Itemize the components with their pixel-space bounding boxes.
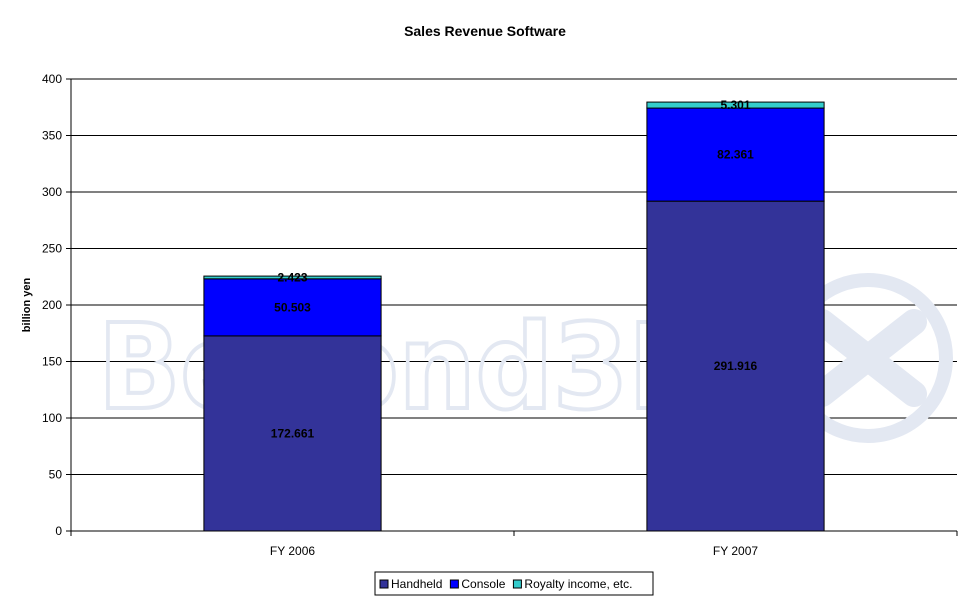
- bar-handheld: [646, 200, 825, 532]
- x-tick-label: FY 2007: [713, 544, 758, 558]
- y-axis-label: billion yen: [21, 278, 33, 333]
- chart-title: Sales Revenue Software: [404, 23, 566, 39]
- bars: [203, 101, 825, 532]
- y-tick-label: 300: [42, 185, 62, 199]
- legend-swatch-handheld: [379, 579, 389, 589]
- data-labels: 172.661 50.503 2.423 291.916 82.361 5.301: [271, 98, 758, 440]
- bar-royalty-income-etc: [646, 101, 825, 109]
- y-tick-label: 250: [42, 242, 62, 256]
- y-tick-label: 200: [42, 298, 62, 312]
- legend-swatch-royalty-income-etc: [512, 579, 522, 589]
- data-label: 291.916: [714, 359, 758, 373]
- y-tick-label: 100: [42, 411, 62, 425]
- data-label: 172.661: [271, 426, 315, 440]
- data-label: 5.301: [720, 98, 750, 112]
- legend-label-handheld: Handheld: [391, 577, 442, 591]
- data-label: 82.361: [717, 148, 754, 162]
- legend: Handheld Console Royalty income, etc.: [374, 571, 654, 596]
- bar-console: [646, 107, 825, 202]
- data-label: 50.503: [274, 300, 311, 314]
- legend-label-royalty-income-etc: Royalty income, etc.: [524, 577, 632, 591]
- watermark-text: Beyond3D: [98, 298, 718, 436]
- x-axis-ticks: FY 2006 FY 2007: [70, 531, 958, 558]
- watermark: Beyond3D: [96, 273, 953, 443]
- y-tick-label: 350: [42, 129, 62, 143]
- y-tick-label: 150: [42, 355, 62, 369]
- x-tick-label: FY 2006: [270, 544, 315, 558]
- y-tick-label: 0: [55, 524, 62, 538]
- data-label: 2.423: [277, 270, 307, 284]
- bar-handheld: [203, 335, 382, 532]
- bar-royalty-income-etc: [203, 275, 382, 280]
- bar-console: [203, 278, 382, 337]
- y-tick-label: 50: [49, 468, 63, 482]
- y-tick-label: 400: [42, 72, 62, 86]
- legend-swatch-console: [449, 579, 459, 589]
- legend-label-console: Console: [461, 577, 505, 591]
- y-axis-ticks: 0 50 100 150 200 250 300 350 400: [42, 72, 71, 538]
